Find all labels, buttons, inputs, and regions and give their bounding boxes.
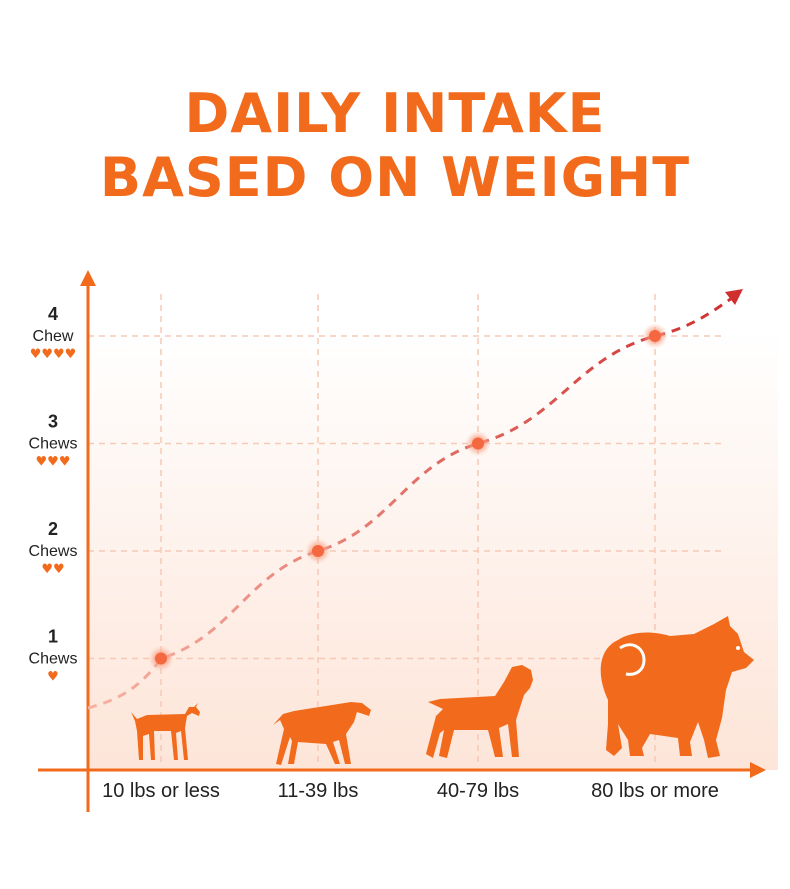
y-tick-hearts: ♥♥ <box>41 562 64 577</box>
data-point <box>465 430 491 457</box>
large-dog-icon <box>426 665 533 758</box>
y-tick-label: 3 Chews ♥♥♥ <box>29 412 78 470</box>
title-line-1: DAILY INTAKE <box>184 82 606 145</box>
y-tick-number: 2 <box>48 519 58 539</box>
y-tick-label: 4 Chew ♥♥♥♥ <box>30 304 77 362</box>
x-tick-label: 40-79 lbs <box>437 780 519 802</box>
y-tick-unit: Chews <box>29 436 78 453</box>
y-tick-hearts: ♥♥♥ <box>36 455 71 470</box>
y-tick-label: 2 Chews ♥♥ <box>29 519 78 577</box>
x-axis-arrow <box>750 762 766 778</box>
x-tick-label: 11-39 lbs <box>278 780 359 802</box>
data-point <box>305 538 331 564</box>
y-tick-number: 1 <box>48 627 58 647</box>
axes <box>38 270 766 812</box>
x-tick-label: 80 lbs or more <box>591 780 719 802</box>
y-tick-number: 4 <box>48 304 58 324</box>
y-axis-labels: 1 Chews ♥ 2 Chews ♥♥ 3 Chews ♥♥♥ 4 Chew ♥♥♥♥ <box>29 304 78 685</box>
giant-dog-icon <box>600 616 754 758</box>
y-axis-arrow <box>80 270 96 286</box>
data-point <box>148 645 174 672</box>
curve-arrowhead <box>725 289 743 305</box>
intake-curve <box>87 296 733 710</box>
medium-dog-icon <box>273 702 371 765</box>
data-point <box>642 323 668 349</box>
y-tick-unit: Chew <box>33 328 74 345</box>
y-tick-hearts: ♥♥♥♥ <box>30 347 77 362</box>
y-tick-unit: Chews <box>29 651 78 668</box>
page-title: DAILY INTAKE BASED ON WEIGHT <box>0 82 790 210</box>
y-tick-unit: Chews <box>29 543 78 560</box>
data-points <box>148 323 668 672</box>
x-axis-labels: 10 lbs or less 11-39 lbs 40-79 lbs 80 lbs o… <box>102 780 719 802</box>
y-tick-hearts: ♥ <box>47 670 59 685</box>
title-line-2: BASED ON WEIGHT <box>99 146 691 209</box>
y-tick-label: 1 Chews ♥ <box>29 627 78 685</box>
y-tick-number: 3 <box>48 412 58 432</box>
x-tick-label: 10 lbs or less <box>102 780 220 802</box>
small-dog-icon <box>131 703 200 760</box>
